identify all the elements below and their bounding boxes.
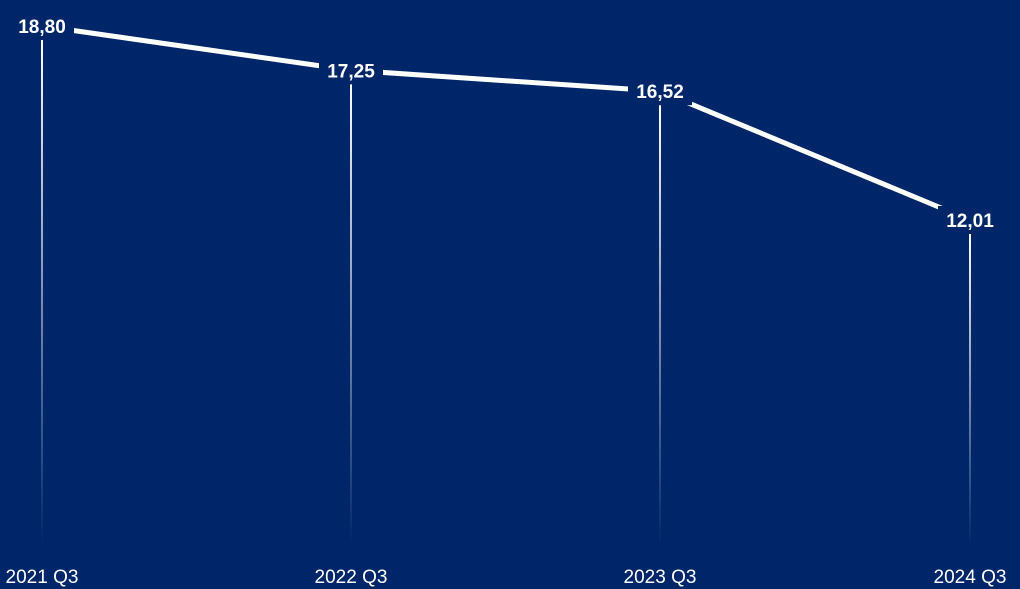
data-point-2024-q3: 12,01 <box>938 206 1002 234</box>
x-tick-label: 2022 Q3 <box>315 567 388 588</box>
data-label: 16,52 <box>636 82 684 103</box>
data-point-2023-q3: 16,52 <box>628 77 692 106</box>
data-label-background <box>628 77 692 106</box>
x-tick-label: 2021 Q3 <box>6 567 79 588</box>
data-label: 12,01 <box>946 211 994 232</box>
data-label: 17,25 <box>327 61 375 82</box>
data-label-background <box>10 12 74 40</box>
data-point-2022-q3: 17,25 <box>319 56 383 85</box>
x-tick-label: 2024 Q3 <box>934 567 1007 588</box>
series-line-group <box>41 23 971 223</box>
x-axis-tick-labels: 2021 Q3 2022 Q3 2023 Q3 2024 Q3 <box>6 567 1007 588</box>
data-labels: 18,80 17,25 16,52 12,01 <box>10 12 1002 234</box>
drop-lines <box>41 39 972 546</box>
data-label: 18,80 <box>18 17 66 38</box>
data-point-2021-q3: 18,80 <box>10 12 74 40</box>
data-label-background <box>319 56 383 85</box>
series-line <box>41 23 971 223</box>
x-tick-label: 2023 Q3 <box>624 567 697 588</box>
data-label-background <box>938 206 1002 234</box>
